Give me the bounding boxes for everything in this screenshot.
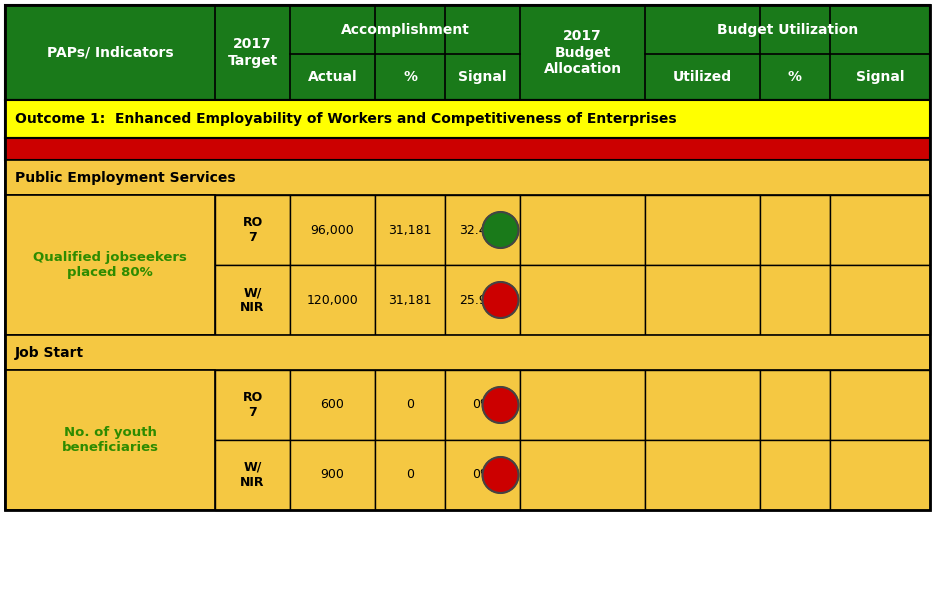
Text: Signal: Signal — [459, 70, 506, 84]
Bar — [445, 370, 520, 440]
Bar — [830, 195, 930, 265]
Text: No. of youth
beneficiaries: No. of youth beneficiaries — [62, 426, 158, 454]
Bar — [445, 195, 520, 265]
Bar — [5, 5, 930, 100]
Text: Job Start: Job Start — [15, 346, 84, 359]
Text: 25.98%: 25.98% — [459, 294, 506, 307]
Bar — [5, 335, 930, 370]
Bar — [520, 440, 645, 510]
Text: Qualified jobseekers
placed 80%: Qualified jobseekers placed 80% — [33, 251, 187, 279]
Text: Actual: Actual — [308, 70, 358, 84]
Bar — [5, 160, 930, 195]
Text: PAPs/ Indicators: PAPs/ Indicators — [47, 45, 173, 59]
Bar — [215, 370, 290, 440]
Text: Utilized: Utilized — [673, 70, 732, 84]
Bar — [215, 265, 290, 335]
Bar — [645, 440, 760, 510]
Text: 0%: 0% — [473, 469, 492, 482]
Bar — [215, 440, 290, 510]
Text: %: % — [403, 70, 417, 84]
Text: 0%: 0% — [473, 398, 492, 411]
Circle shape — [482, 387, 519, 423]
Bar — [5, 100, 930, 138]
Circle shape — [482, 212, 519, 248]
Bar — [290, 195, 375, 265]
Text: 2017
Budget
Allocation: 2017 Budget Allocation — [544, 29, 622, 76]
Bar — [445, 265, 520, 335]
Text: 31,181: 31,181 — [388, 223, 431, 236]
Bar — [645, 195, 760, 265]
Bar — [760, 265, 830, 335]
Bar — [645, 265, 760, 335]
Text: 31,181: 31,181 — [388, 294, 431, 307]
Text: 32.48%: 32.48% — [459, 223, 506, 236]
Bar — [375, 265, 445, 335]
Text: 0: 0 — [406, 398, 414, 411]
Bar — [645, 370, 760, 440]
Bar — [5, 138, 930, 160]
Text: Public Employment Services: Public Employment Services — [15, 171, 236, 184]
Bar — [760, 370, 830, 440]
Circle shape — [482, 282, 519, 318]
Text: Signal: Signal — [856, 70, 904, 84]
Bar — [290, 370, 375, 440]
Bar — [5, 370, 215, 510]
Text: 120,000: 120,000 — [307, 294, 358, 307]
Text: 2017
Target: 2017 Target — [227, 37, 278, 67]
Bar — [520, 195, 645, 265]
Text: %: % — [788, 70, 802, 84]
Bar — [520, 265, 645, 335]
Text: Outcome 1:  Enhanced Employability of Workers and Competitiveness of Enterprises: Outcome 1: Enhanced Employability of Wor… — [15, 112, 677, 126]
Bar — [375, 195, 445, 265]
Text: 600: 600 — [320, 398, 344, 411]
Bar — [760, 195, 830, 265]
Bar — [375, 370, 445, 440]
Bar — [760, 440, 830, 510]
Text: RO
7: RO 7 — [242, 391, 263, 419]
Bar — [445, 440, 520, 510]
Bar — [830, 265, 930, 335]
Text: 900: 900 — [320, 469, 344, 482]
Bar — [830, 440, 930, 510]
Bar — [5, 195, 215, 335]
Text: 96,000: 96,000 — [311, 223, 355, 236]
Bar — [375, 440, 445, 510]
Text: RO
7: RO 7 — [242, 216, 263, 244]
Circle shape — [482, 457, 519, 493]
Bar — [520, 370, 645, 440]
Bar — [290, 440, 375, 510]
Bar — [215, 195, 290, 265]
Text: W/
NIR: W/ NIR — [241, 286, 265, 314]
Bar — [5, 5, 930, 510]
Bar — [830, 370, 930, 440]
Text: Budget Utilization: Budget Utilization — [717, 23, 858, 37]
Text: W/
NIR: W/ NIR — [241, 461, 265, 489]
Bar — [290, 265, 375, 335]
Text: 0: 0 — [406, 469, 414, 482]
Text: Accomplishment: Accomplishment — [341, 23, 470, 37]
